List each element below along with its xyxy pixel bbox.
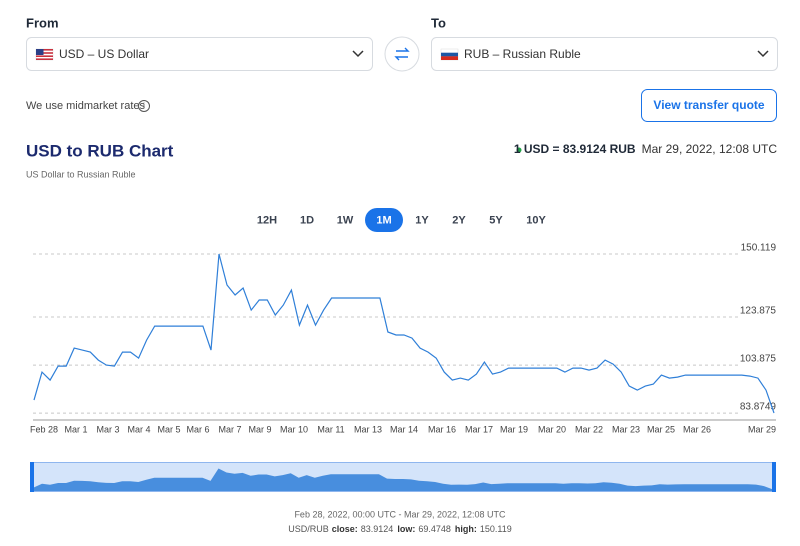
nav-handle[interactable] — [772, 462, 776, 492]
navigator-chart — [34, 468, 772, 491]
range-tab[interactable]: 2Y — [452, 214, 466, 226]
x-tick-label: Mar 11 — [317, 424, 344, 434]
ru-flag — [440, 48, 459, 61]
y-tick-label: 123.875 — [740, 306, 777, 317]
x-tick-label: Mar 17 — [465, 424, 493, 434]
x-tick-label: Feb 28 — [30, 424, 58, 434]
from-select[interactable]: USD – US Dollar — [26, 37, 373, 71]
x-tick-label: Mar 22 — [575, 424, 603, 434]
range-tab[interactable]: 1D — [300, 214, 314, 226]
rates-note: We use midmarket rates — [26, 100, 146, 112]
us-flag — [35, 48, 54, 61]
live-dot — [516, 147, 522, 153]
from-label: From — [26, 15, 59, 30]
x-tick-label: Mar 3 — [96, 424, 119, 434]
pair: USD/RUB — [288, 524, 329, 534]
to-currency: RUB – Russian Ruble — [464, 47, 581, 61]
svg-text:i: i — [143, 102, 145, 111]
rate-text: 1 USD = 83.9124 RUB — [514, 142, 636, 156]
range-tab[interactable]: 1W — [337, 214, 354, 226]
range-tab[interactable]: 10Y — [526, 214, 546, 226]
range-tab[interactable]: 5Y — [489, 214, 503, 226]
info-icon[interactable]: i — [138, 100, 150, 112]
x-tick-label: Mar 25 — [647, 424, 675, 434]
x-tick-label: Mar 1 — [64, 424, 87, 434]
range-tab[interactable]: 12H — [257, 214, 277, 226]
range-tabs: 12H 1D 1W 1M 1Y 2Y 5Y 10Y — [257, 208, 546, 232]
x-tick-label: Mar 7 — [218, 424, 241, 434]
x-tick-label: Mar 9 — [248, 424, 271, 434]
plot: 83.8749 103.875 123.875 150.119 Feb 28 Mar 1 M… — [30, 243, 776, 435]
x-tick-label: Mar 4 — [127, 424, 150, 434]
stat-label: close: — [332, 524, 358, 534]
quote-button[interactable] — [641, 89, 777, 122]
swap-button[interactable] — [384, 36, 420, 72]
stat-value: 69.4748 — [418, 524, 451, 534]
x-tick-label: Mar 23 — [612, 424, 640, 434]
to-label: To — [431, 15, 446, 30]
navigator-area — [34, 468, 772, 491]
x-tick-label: Mar 13 — [354, 424, 382, 434]
y-tick-label: 83.8749 — [740, 402, 777, 413]
stat-value: 150.119 — [480, 524, 512, 534]
footer-stats: USD/RUB close: 83.9124 low: 69.4748 high: 150.… — [288, 524, 512, 534]
footer-period: Feb 28, 2022, 00:00 UTC - Mar 29, 2022, … — [294, 509, 506, 519]
range-active[interactable] — [365, 208, 403, 232]
price-line — [33, 253, 775, 414]
rate-line: 1 USD = 83.9124 RUB Mar 29, 2022, 12:08 U… — [514, 142, 777, 156]
x-tick-label: Mar 29 — [748, 424, 776, 434]
x-tick-label: Mar 16 — [428, 424, 456, 434]
x-tick-label: Mar 6 — [186, 424, 209, 434]
from-box[interactable] — [26, 37, 373, 71]
chevron — [352, 50, 364, 58]
range-tab[interactable]: 1M — [376, 214, 391, 226]
stat-label: high: — [455, 524, 477, 534]
x-tick-label: Mar 26 — [683, 424, 711, 434]
swap-circle[interactable] — [384, 36, 420, 72]
x-tick-label: Mar 14 — [390, 424, 418, 434]
rate-time: Mar 29, 2022, 12:08 UTC — [642, 142, 778, 156]
y-tick-label: 103.875 — [740, 354, 777, 365]
to-select[interactable]: RUB – Russian Ruble — [431, 37, 778, 71]
chevron — [757, 50, 769, 58]
x-tick-label: Mar 19 — [500, 424, 528, 434]
swap-icon — [394, 47, 410, 61]
range-tab[interactable]: 1Y — [415, 214, 429, 226]
stat-value: 83.9124 — [361, 524, 394, 534]
x-tick-label: Mar 5 — [157, 424, 180, 434]
from-currency: USD – US Dollar — [59, 47, 149, 61]
y-tick-label: 150.119 — [741, 243, 777, 254]
x-tick-label: Mar 20 — [538, 424, 566, 434]
to-box[interactable] — [431, 37, 778, 71]
x-tick-label: Mar 10 — [280, 424, 308, 434]
chart-subtitle: US Dollar to Russian Ruble — [26, 169, 136, 179]
stat-label: low: — [397, 524, 415, 534]
chart-title: USD to RUB Chart — [26, 141, 174, 160]
nav-handle[interactable] — [30, 462, 34, 492]
quote-button-label[interactable]: View transfer quote — [653, 98, 764, 112]
